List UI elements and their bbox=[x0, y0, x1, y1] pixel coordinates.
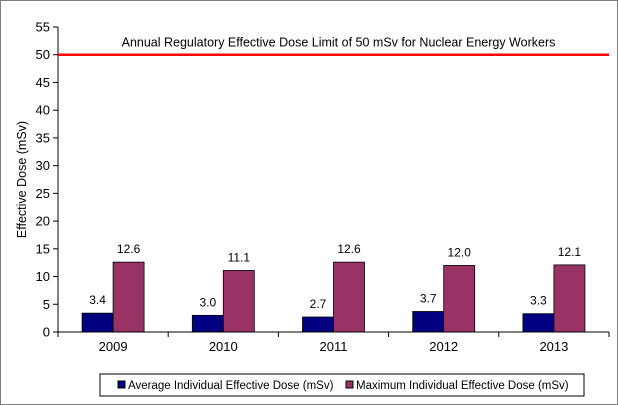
y-tick-label: 30 bbox=[36, 158, 50, 173]
y-axis-label: Effective Dose (mSv) bbox=[15, 121, 29, 238]
data-labels: 3.4 12.6 3.0 11.1 2.7 12.6 3.7 12.0 3.3 12.1 bbox=[89, 242, 581, 311]
legend: Average Individual Effective Dose (mSv) … bbox=[99, 373, 585, 397]
y-tick-label: 10 bbox=[36, 269, 50, 284]
bar-maximum-dose bbox=[333, 261, 365, 333]
data-label: 2.7 bbox=[310, 297, 327, 311]
data-label: 12.1 bbox=[558, 245, 582, 259]
bar-average-dose bbox=[191, 314, 224, 333]
bar-average-dose bbox=[81, 312, 114, 333]
bar-maximum-dose bbox=[112, 261, 145, 333]
y-axis-ticks: 0 5 10 15 20 25 30 35 40 45 50 55 bbox=[36, 20, 58, 340]
x-tick-label: 2012 bbox=[429, 339, 458, 354]
x-tick-label: 2009 bbox=[99, 339, 128, 354]
x-tick-label: 2013 bbox=[539, 339, 568, 354]
y-tick-label: 50 bbox=[36, 47, 50, 62]
bar-average-dose bbox=[412, 311, 445, 333]
data-label: 12.0 bbox=[448, 245, 472, 259]
x-tick-label: 2010 bbox=[209, 339, 238, 354]
y-tick-label: 45 bbox=[36, 75, 50, 90]
y-tick-label: 40 bbox=[36, 103, 50, 118]
bar-maximum-dose bbox=[443, 265, 476, 333]
bar-average-dose bbox=[522, 313, 555, 333]
legend-swatch-maximum bbox=[345, 380, 354, 389]
x-axis-ticks: 2009 2010 2011 2012 2013 bbox=[57, 332, 610, 354]
data-label: 3.0 bbox=[199, 295, 216, 309]
legend-label-maximum: Maximum Individual Effective Dose (mSv) bbox=[356, 380, 569, 392]
data-label: 3.7 bbox=[420, 291, 437, 305]
y-tick-label: 15 bbox=[36, 241, 50, 256]
x-tick-label: 2011 bbox=[320, 339, 348, 354]
bar-average-dose bbox=[302, 316, 334, 333]
bars bbox=[81, 261, 586, 333]
y-tick-label: 5 bbox=[43, 297, 50, 312]
legend-box bbox=[99, 373, 585, 397]
data-label: 3.3 bbox=[530, 294, 547, 308]
dose-limit-label: Annual Regulatory Effective Dose Limit o… bbox=[122, 36, 556, 50]
legend-label-average: Average Individual Effective Dose (mSv) bbox=[128, 380, 334, 392]
y-tick-label: 20 bbox=[36, 214, 50, 229]
y-tick-label: 35 bbox=[36, 130, 50, 145]
data-label: 12.6 bbox=[337, 242, 361, 256]
bar-maximum-dose bbox=[553, 264, 586, 333]
legend-swatch-average bbox=[117, 380, 126, 389]
data-label: 3.4 bbox=[89, 293, 106, 307]
y-tick-label: 0 bbox=[43, 325, 50, 340]
y-tick-label: 55 bbox=[36, 20, 50, 35]
y-tick-label: 25 bbox=[36, 186, 50, 201]
bar-maximum-dose bbox=[222, 270, 255, 333]
data-label: 12.6 bbox=[117, 242, 141, 256]
data-label: 11.1 bbox=[228, 250, 251, 264]
